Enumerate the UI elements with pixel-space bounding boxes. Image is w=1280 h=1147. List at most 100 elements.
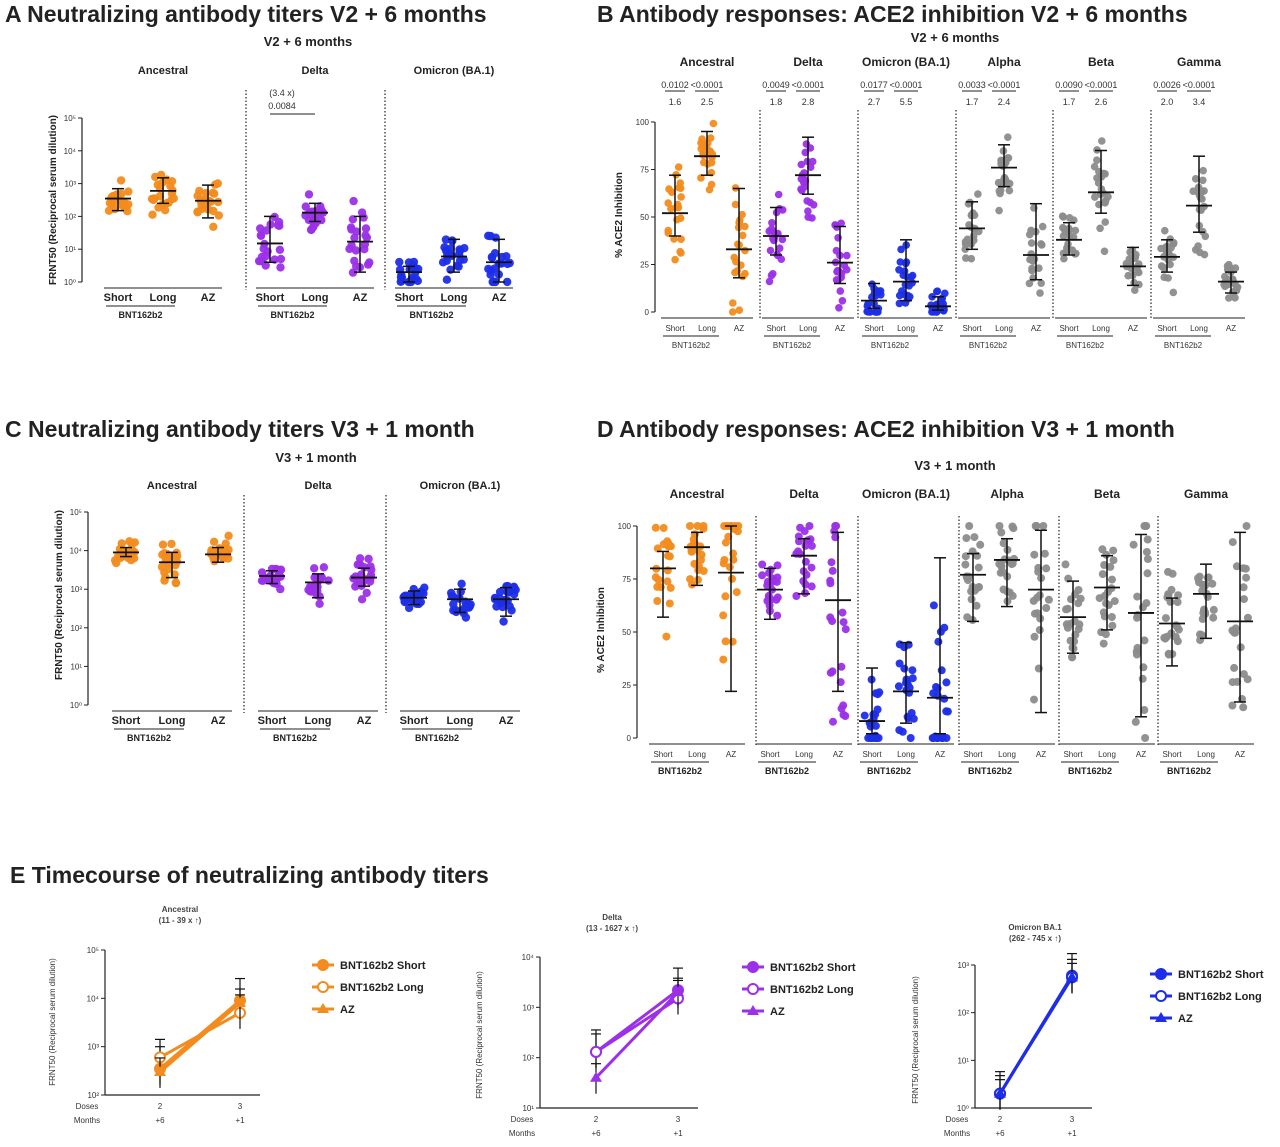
- variant-label: Delta: [789, 487, 819, 501]
- timecourse-x-label: 3: [676, 1115, 681, 1124]
- p-value: <0.0001: [988, 80, 1021, 90]
- x-category-label: Short: [862, 750, 882, 759]
- data-point: [997, 528, 1006, 537]
- data-point: [112, 190, 121, 199]
- data-point: [1201, 610, 1210, 618]
- data-point: [772, 577, 781, 586]
- timecourse-marker: [590, 1071, 602, 1082]
- data-point: [1110, 597, 1119, 606]
- panel-d-plot: 0 25 50 75 100 Ancestral Short Long AZ BNT162b2 De…: [618, 487, 1254, 776]
- x-category-label: Short: [760, 750, 780, 759]
- data-point: [1030, 609, 1039, 618]
- x-category-label: Short: [395, 292, 424, 304]
- data-point: [697, 139, 705, 147]
- p-value: 0.0102: [661, 80, 689, 90]
- data-point: [1107, 613, 1116, 621]
- data-point: [843, 251, 851, 260]
- data-point: [172, 552, 181, 561]
- data-point: [804, 213, 812, 221]
- data-point: [894, 682, 903, 691]
- data-point: [441, 235, 451, 244]
- panel-e: E Timecourse of neutralizing antibody ti…: [10, 862, 1264, 1138]
- data-point: [349, 196, 358, 206]
- data-point: [707, 148, 715, 157]
- data-point: [1131, 286, 1139, 295]
- data-point: [942, 707, 951, 716]
- data-point: [1037, 240, 1045, 248]
- timecourse-x-label: +1: [1067, 1129, 1077, 1138]
- legend-marker: [1155, 1012, 1167, 1022]
- data-point: [116, 176, 126, 185]
- data-point: [457, 579, 466, 588]
- timecourse-x-label: +6: [591, 1129, 601, 1138]
- data-point: [693, 522, 702, 530]
- x-category-label: Long: [799, 324, 817, 333]
- data-point: [360, 245, 369, 254]
- data-point: [1196, 630, 1204, 639]
- data-point: [732, 588, 741, 597]
- data-point: [875, 288, 883, 297]
- data-point: [907, 273, 915, 281]
- data-point: [676, 214, 685, 222]
- timecourse-y-tick-label: 10¹: [522, 1104, 534, 1113]
- data-point: [276, 263, 285, 272]
- data-point: [1243, 613, 1252, 622]
- p-value: <0.0001: [691, 80, 724, 90]
- timecourse-x-label: 2: [998, 1115, 1003, 1124]
- data-point: [1029, 254, 1037, 262]
- data-point: [962, 534, 971, 543]
- timecourse-marker: [590, 1045, 602, 1058]
- data-point: [1060, 254, 1068, 263]
- data-point: [898, 287, 906, 295]
- data-point: [1036, 614, 1045, 623]
- data-point: [964, 576, 972, 585]
- group-label: BNT162b2: [270, 310, 314, 320]
- data-point: [1058, 212, 1067, 220]
- panel-b: B Antibody responses: ACE2 inhibition V2…: [597, 1, 1245, 350]
- data-point: [1106, 562, 1115, 571]
- data-point: [725, 563, 734, 572]
- timecourse-marker: [994, 1087, 1006, 1098]
- data-point: [738, 210, 746, 219]
- data-point: [995, 522, 1004, 530]
- data-point: [442, 275, 452, 284]
- data-point: [209, 222, 218, 231]
- data-point: [1142, 522, 1151, 530]
- group-label: BNT162b2: [969, 341, 1008, 350]
- y-tick-label: 50: [640, 213, 649, 222]
- legend-marker: [747, 1005, 759, 1015]
- fold-change: 1.8: [770, 97, 783, 107]
- data-point: [828, 617, 837, 626]
- data-point: [484, 231, 493, 240]
- x-category-label: AZ: [1226, 324, 1236, 333]
- data-point: [651, 523, 660, 532]
- data-point: [1035, 264, 1043, 273]
- fold-change: 1.7: [1063, 97, 1076, 107]
- x-category-label: Short: [1059, 324, 1079, 333]
- data-point: [1135, 268, 1143, 277]
- timecourse-marker: [154, 1065, 166, 1076]
- data-point: [838, 297, 847, 305]
- y-tick-label: 10²: [70, 624, 82, 633]
- data-point: [874, 308, 882, 316]
- data-point: [807, 563, 816, 572]
- data-point: [1228, 538, 1237, 547]
- data-point: [259, 244, 268, 253]
- x-category-label: Short: [258, 715, 287, 727]
- legend-label: BNT162b2 Short: [770, 962, 856, 974]
- data-point: [276, 565, 286, 574]
- data-point: [319, 563, 329, 572]
- data-point: [1101, 630, 1110, 639]
- data-point: [161, 573, 170, 582]
- data-point: [860, 711, 869, 720]
- data-point: [1005, 186, 1014, 195]
- data-point: [694, 575, 702, 584]
- fold-annotation: (3.4 x): [269, 88, 295, 98]
- data-point: [1140, 636, 1149, 645]
- data-point: [767, 225, 776, 233]
- x-category-label: AZ: [492, 292, 507, 304]
- data-point: [909, 714, 918, 723]
- data-point: [301, 202, 310, 211]
- legend-label: BNT162b2 Short: [1178, 969, 1264, 981]
